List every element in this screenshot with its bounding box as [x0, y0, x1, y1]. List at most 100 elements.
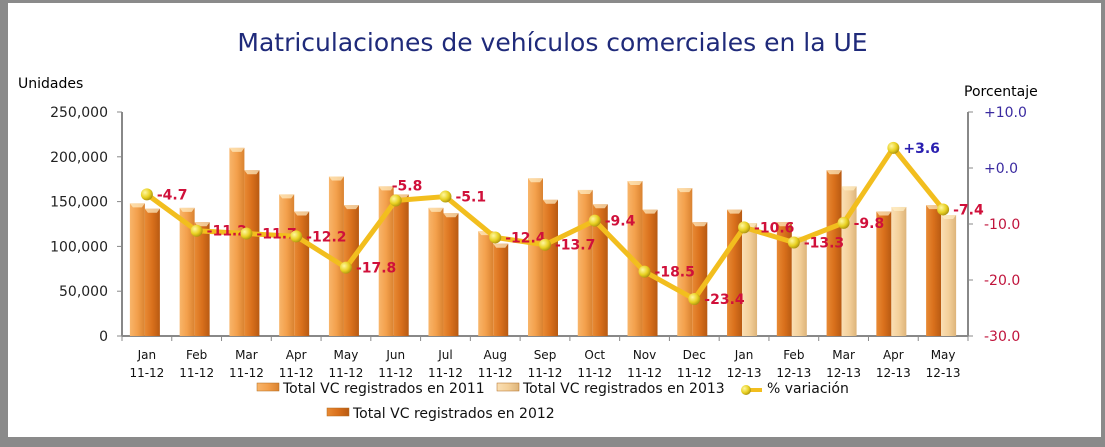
bar-top-bevel — [294, 211, 310, 216]
x-tick-label: 11-12 — [627, 366, 662, 380]
legend-label: Total VC registrados en 2012 — [352, 406, 555, 422]
bar-top-bevel — [727, 209, 743, 214]
x-tick-label: Mar — [235, 348, 258, 362]
x-tick-label: 11-12 — [229, 366, 264, 380]
variation-marker — [539, 238, 551, 251]
x-tick-label: May — [334, 348, 359, 362]
bar-2012 — [443, 213, 459, 336]
variation-data-label: -13.7 — [555, 238, 595, 254]
y-tick-label-right: -10.0 — [984, 217, 1020, 233]
x-tick-label: 11-12 — [279, 366, 314, 380]
variation-data-label: +3.6 — [903, 141, 940, 157]
variation-marker — [439, 190, 452, 203]
x-tick-label: May — [931, 348, 956, 362]
x-tick-label: Dec — [683, 348, 706, 362]
bar-top-bevel — [776, 222, 792, 227]
bar-2011 — [179, 207, 195, 336]
bar-top-bevel — [577, 189, 593, 194]
variation-data-label: -9.4 — [605, 214, 636, 230]
bar-top-bevel — [443, 213, 459, 218]
bar-top-bevel — [378, 186, 394, 191]
legend-swatch-marker — [741, 385, 751, 395]
bar-top-bevel — [343, 205, 359, 210]
bar-2013 — [941, 215, 957, 336]
bar-top-bevel — [528, 178, 543, 183]
y-tick-label-right: +0.0 — [984, 161, 1018, 177]
legend-swatch — [496, 382, 520, 392]
frame-border — [1101, 0, 1105, 447]
x-tick-label: 11-12 — [129, 366, 164, 380]
x-tick-label: Sep — [534, 348, 557, 362]
variation-marker — [290, 230, 303, 243]
bar-top-bevel — [428, 207, 444, 212]
bar-2011 — [528, 178, 543, 336]
legend-swatch — [326, 407, 350, 417]
x-tick-label: Oct — [584, 348, 605, 362]
y-tick-label-left: 0 — [99, 329, 108, 345]
bar-top-bevel — [493, 243, 509, 248]
bar-top-bevel — [627, 180, 643, 185]
bar-2011 — [428, 207, 444, 336]
x-tick-label: Jan — [137, 348, 157, 362]
bar-2012 — [592, 204, 608, 336]
y-tick-label-left: 100,000 — [50, 239, 108, 255]
bar-top-bevel — [876, 211, 892, 216]
y-axis-left-label: Unidades — [18, 76, 83, 92]
bar-top-bevel — [677, 188, 693, 193]
variation-data-label: -5.1 — [455, 190, 486, 206]
bar-2013 — [791, 236, 807, 336]
legend-label: Total VC registrados en 2011 — [282, 381, 485, 397]
frame-border — [0, 0, 8, 447]
bar-2013 — [891, 206, 907, 336]
variation-data-label: -11.7 — [256, 227, 296, 243]
x-tick-label: 11-12 — [677, 366, 712, 380]
x-tick-label: Jul — [437, 348, 452, 362]
bar-2012 — [727, 209, 743, 336]
bar-2012 — [244, 170, 260, 336]
y-tick-label-right: +10.0 — [984, 105, 1027, 121]
x-tick-label: Mar — [832, 348, 855, 362]
variation-data-label: -12.2 — [306, 229, 346, 245]
bar-2011 — [229, 147, 245, 336]
variation-marker — [837, 216, 850, 229]
frame-border — [0, 437, 1105, 447]
variation-marker — [339, 261, 352, 274]
legend-swatch — [256, 382, 280, 392]
variation-data-label: -18.5 — [655, 265, 695, 281]
variation-marker — [240, 227, 253, 240]
x-tick-label: Feb — [783, 348, 804, 362]
bar-top-bevel — [642, 209, 658, 214]
variation-marker — [140, 188, 153, 201]
variation-data-label: -12.4 — [505, 230, 546, 246]
variation-marker — [190, 224, 203, 237]
bar-top-bevel — [543, 199, 558, 204]
bar-2011 — [577, 189, 593, 336]
x-tick-label: 12-13 — [727, 366, 762, 380]
variation-marker — [389, 194, 402, 207]
x-tick-label: 11-12 — [329, 366, 364, 380]
variation-marker — [638, 265, 651, 278]
bar-2012 — [194, 222, 210, 336]
variation-data-label: -5.8 — [392, 178, 423, 194]
chart-title: Matriculaciones de vehículos comerciales… — [237, 28, 868, 57]
bar-top-bevel — [592, 204, 608, 209]
variation-data-label: -10.6 — [754, 220, 794, 236]
bar-2012 — [826, 170, 842, 336]
variation-data-label: -11.2 — [207, 224, 247, 240]
variation-marker — [489, 231, 502, 244]
bar-2011 — [478, 231, 494, 336]
bar-top-bevel — [841, 186, 857, 191]
bar-2012 — [876, 211, 892, 336]
variation-marker — [937, 203, 950, 216]
bar-2012 — [692, 222, 708, 336]
y-tick-label-left: 50,000 — [59, 284, 108, 300]
bar-2012 — [926, 205, 942, 336]
x-tick-label: 11-12 — [428, 366, 463, 380]
bar-2012 — [144, 208, 160, 336]
bar-2013 — [742, 223, 758, 336]
y-tick-label-left: 200,000 — [50, 150, 108, 166]
x-tick-label: Apr — [883, 348, 904, 362]
bar-2011 — [378, 186, 394, 336]
